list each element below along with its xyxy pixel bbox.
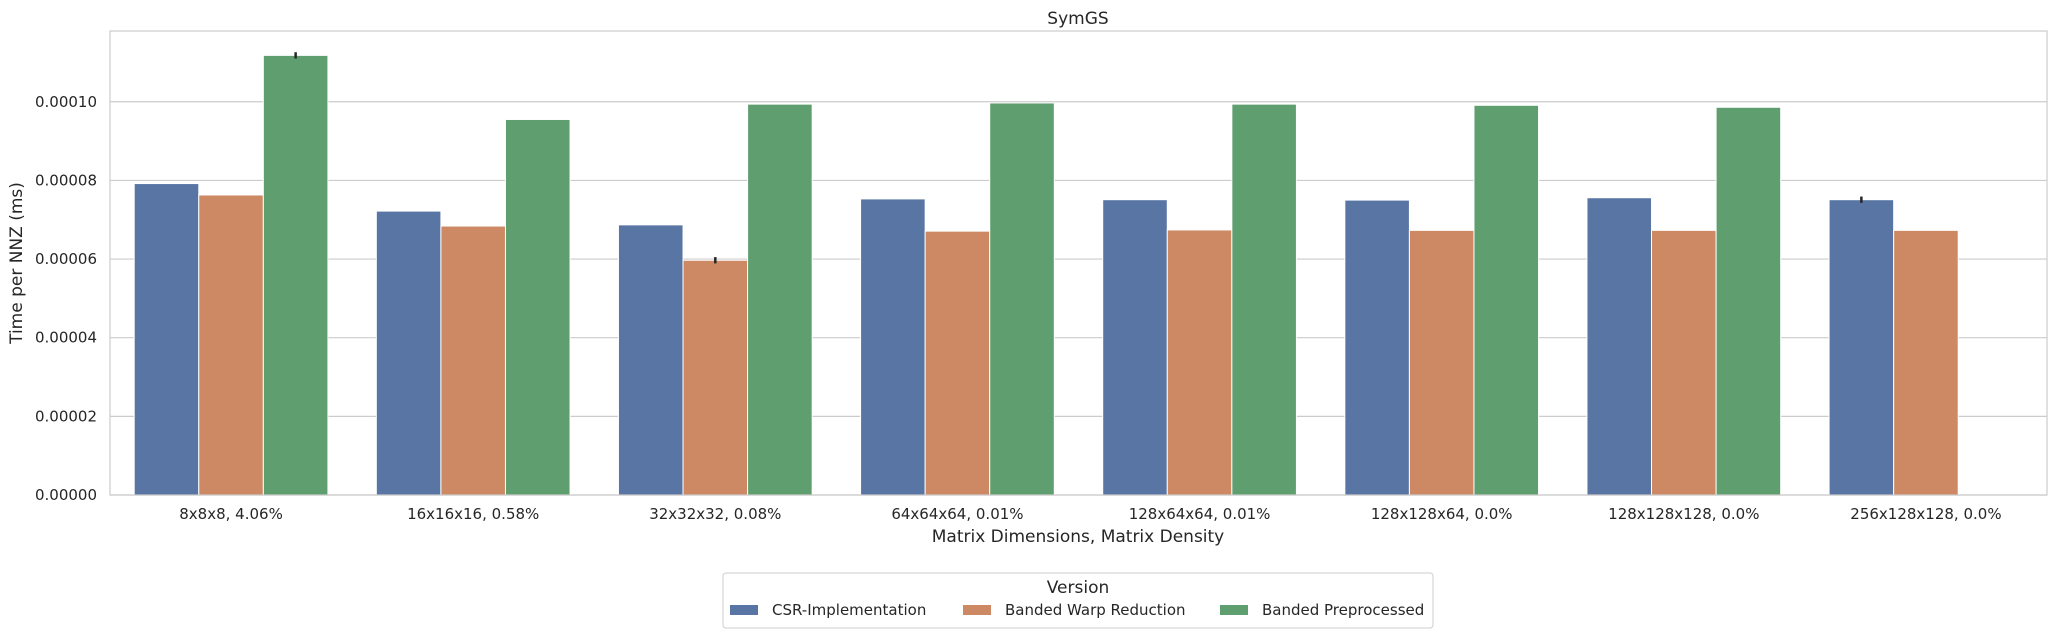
y-tick-label: 0.00000 [35,486,97,504]
bar [262,54,329,496]
bar [1473,104,1540,496]
y-axis-label: Time per NNZ (ms) [7,182,27,345]
x-tick-label: 8x8x8, 4.06% [179,505,283,523]
bar [617,224,684,496]
bar [1102,199,1168,496]
bar [1651,229,1717,496]
bar [860,198,926,496]
legend-label: Banded Preprocessed [1262,601,1424,619]
x-tick-label: 128x128x64, 0.0% [1371,505,1513,523]
bar [1893,229,1959,496]
y-tick-label: 0.00002 [35,407,97,425]
bar [1715,106,1782,496]
bar [375,210,442,496]
bar [198,194,264,496]
legend: Version CSR-Implementation Banded Warp Re… [722,572,1434,629]
x-tick-label: 128x128x128, 0.0% [1608,505,1759,523]
legend-swatch [730,605,758,615]
bar [1408,229,1475,496]
legend-title: Version [1047,578,1110,598]
bars [133,52,1959,496]
x-tick-label: 256x128x128, 0.0% [1850,505,2001,523]
bar [989,102,1055,496]
y-tick-label: 0.00008 [35,171,97,189]
bar [504,118,571,496]
legend-box [722,572,1434,629]
x-tick-labels: 8x8x8, 4.06% 16x16x16, 0.58% 32x32x32, 0.0… [179,505,2001,523]
x-axis-label: Matrix Dimensions, Matrix Density [932,527,1225,547]
bar [1231,103,1297,496]
bar [747,103,813,496]
x-tick-label: 128x64x64, 0.01% [1129,505,1271,523]
x-tick-label: 64x64x64, 0.01% [891,505,1023,523]
x-tick-label: 32x32x32, 0.08% [649,505,781,523]
bar [133,183,200,496]
x-tick-label: 16x16x16, 0.58% [407,505,539,523]
bar [924,230,991,496]
bar [1586,197,1653,496]
bar [1166,229,1233,496]
y-tick-label: 0.00006 [35,250,97,268]
bar [1344,199,1410,496]
bar [440,225,506,496]
y-tick-label: 0.00004 [35,329,97,347]
y-tick-labels: 0.00000 0.00002 0.00004 0.00006 0.00008 0.000… [35,93,97,504]
legend-label: Banded Warp Reduction [1005,601,1186,619]
bar [682,259,749,496]
y-tick-label: 0.00010 [35,93,97,111]
legend-swatch [963,605,991,615]
chart-title: SymGS [1047,9,1108,29]
legend-swatch [1220,605,1248,615]
bar [1828,199,1895,496]
plot-frame [109,30,2048,496]
legend-label: CSR-Implementation [772,601,926,619]
